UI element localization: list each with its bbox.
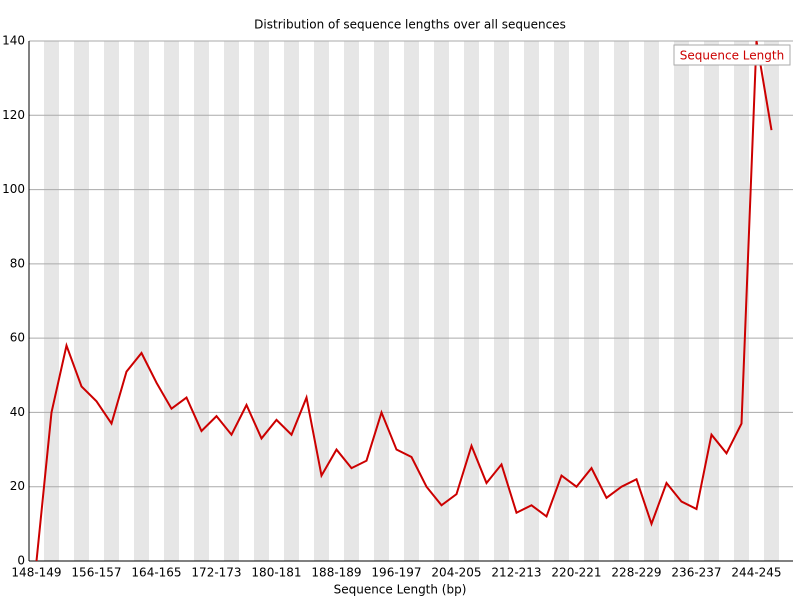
- x-tick-label: 156-157: [71, 566, 121, 580]
- band-stripe: [674, 41, 689, 561]
- x-tick-label: 164-165: [131, 566, 181, 580]
- band-stripe: [434, 41, 449, 561]
- band-stripe: [644, 41, 659, 561]
- y-tick-label: 120: [2, 108, 25, 122]
- y-tick-label: 80: [10, 256, 25, 270]
- y-tick-label: 20: [10, 479, 25, 493]
- x-tick-label: 188-189: [311, 566, 361, 580]
- x-tick-label: 212-213: [491, 566, 541, 580]
- x-tick-label: 196-197: [371, 566, 421, 580]
- band-stripe: [764, 41, 779, 561]
- band-stripe: [584, 41, 599, 561]
- band-stripe: [464, 41, 479, 561]
- x-tick-label: 236-237: [671, 566, 721, 580]
- band-stripe: [224, 41, 239, 561]
- x-tick-label: 148-149: [11, 566, 61, 580]
- x-tick-label: 180-181: [251, 566, 301, 580]
- x-tick-label: 220-221: [551, 566, 601, 580]
- band-stripe: [104, 41, 119, 561]
- y-tick-label: 100: [2, 182, 25, 196]
- band-stripe: [164, 41, 179, 561]
- band-stripe: [314, 41, 329, 561]
- x-tick-label: 244-245: [731, 566, 781, 580]
- band-stripe: [74, 41, 89, 561]
- x-tick-label: 204-205: [431, 566, 481, 580]
- x-tick-label: 228-229: [611, 566, 661, 580]
- band-stripe: [284, 41, 299, 561]
- y-tick-label: 40: [10, 405, 25, 419]
- band-stripe: [524, 41, 539, 561]
- chart-title: Distribution of sequence lengths over al…: [254, 18, 566, 32]
- band-stripe: [254, 41, 269, 561]
- legend-label: Sequence Length: [680, 49, 784, 63]
- band-stripe: [704, 41, 719, 561]
- y-tick-label: 60: [10, 331, 25, 345]
- band-stripe: [614, 41, 629, 561]
- band-stripe: [404, 41, 419, 561]
- band-stripe: [554, 41, 569, 561]
- band-stripe: [44, 41, 59, 561]
- band-stripe: [374, 41, 389, 561]
- band-stripe: [494, 41, 509, 561]
- x-axis-label: Sequence Length (bp): [334, 583, 467, 597]
- legend-box: [673, 44, 791, 66]
- y-tick-label: 0: [17, 554, 25, 568]
- band-stripe: [344, 41, 359, 561]
- x-tick-label: 172-173: [191, 566, 241, 580]
- y-tick-label: 140: [2, 34, 25, 48]
- band-stripe: [134, 41, 149, 561]
- data-line: [35, 40, 773, 562]
- band-stripe: [194, 41, 209, 561]
